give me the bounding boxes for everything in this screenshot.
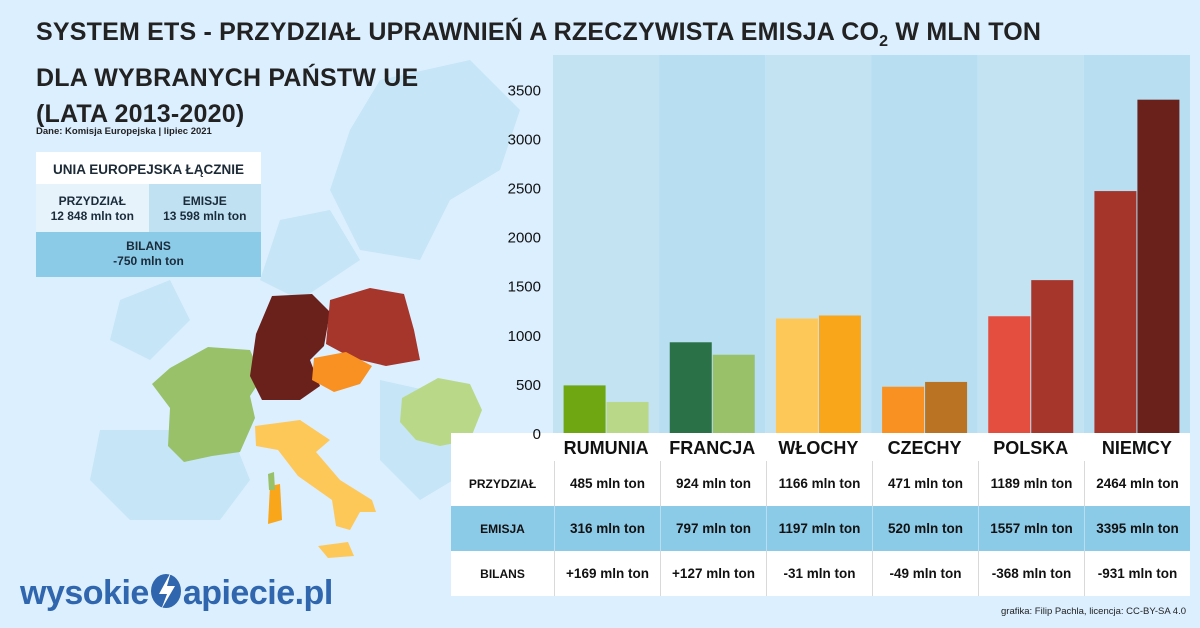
table-cell: 2464 mln ton (1084, 461, 1190, 506)
row-label-balance: BILANS (480, 566, 525, 581)
table-cell: +169 mln ton (554, 551, 660, 596)
row-label-emissions: EMISJA (480, 521, 525, 536)
eu-summary-row: PRZYDZIAŁ 12 848 mln ton EMISJE 13 598 m… (36, 184, 261, 232)
table-cell: 1166 mln ton (766, 461, 872, 506)
y-tick-label: 2000 (508, 230, 541, 247)
eu-emissions-label: EMISJE (182, 194, 227, 208)
column-background (553, 55, 660, 433)
table-cell: 3395 mln ton (1084, 506, 1190, 551)
y-tick-label: 500 (516, 377, 541, 394)
y-tick-label: 1500 (508, 279, 541, 296)
row-label-allocation: PRZYDZIAŁ (468, 476, 537, 491)
map-czechia (312, 352, 372, 392)
page-title: SYSTEM ETS - PRZYDZIAŁ UPRAWNIEŃ A RZECZ… (36, 14, 1041, 132)
bar-allocation (775, 318, 818, 433)
logo-text-1: wysokie (20, 574, 149, 612)
bar-emissions (925, 381, 968, 433)
table-cell: -31 mln ton (766, 551, 872, 596)
category-label: CZECHY (888, 438, 962, 458)
map-germany (250, 294, 330, 400)
data-source: Dane: Komisja Europejska | lipiec 2021 (36, 126, 212, 137)
table-row-allocation: PRZYDZIAŁ 485 mln ton 924 mln ton 1166 m… (451, 461, 1190, 506)
y-tick-label: 2500 (508, 181, 541, 198)
table-row-emissions: EMISJA 316 mln ton 797 mln ton 1197 mln … (451, 506, 1190, 551)
table-cell: 924 mln ton (660, 461, 766, 506)
data-table: PRZYDZIAŁ 485 mln ton 924 mln ton 1166 m… (451, 461, 1190, 596)
bar-emissions (606, 401, 649, 433)
category-label: RUMUNIA (564, 438, 649, 458)
bar-emissions (1031, 280, 1074, 433)
y-tick-label: 1000 (508, 328, 541, 345)
eu-allocation-label: PRZYDZIAŁ (58, 194, 126, 208)
table-cell: 1557 mln ton (978, 506, 1084, 551)
table-cell: 471 mln ton (872, 461, 978, 506)
title-line-1: SYSTEM ETS - PRZYDZIAŁ UPRAWNIEŃ A RZECZ… (36, 18, 1042, 50)
co2-subscript: 2 (879, 33, 889, 50)
credit-line: grafika: Filip Pachla, licencja: CC-BY-S… (1001, 606, 1186, 617)
table-cell: 316 mln ton (554, 506, 660, 551)
bar-allocation (988, 316, 1031, 433)
lightning-bolt-icon (149, 570, 183, 612)
title-line-3: (LATA 2013-2020) (36, 100, 245, 128)
title-line-2: DLA WYBRANYCH PAŃSTW UE (36, 64, 419, 92)
bar-emissions (712, 354, 755, 433)
table-cell: 485 mln ton (554, 461, 660, 506)
map-romania (400, 378, 482, 446)
brand-logo[interactable]: wysokie apiecie.pl (20, 562, 333, 613)
category-label: FRANCJA (669, 438, 755, 458)
eu-allocation-cell: PRZYDZIAŁ 12 848 mln ton (36, 184, 149, 232)
bar-allocation (1094, 191, 1137, 433)
category-label: WŁOCHY (778, 438, 858, 458)
table-cell: +127 mln ton (660, 551, 766, 596)
eu-balance-value: -750 mln ton (113, 254, 184, 268)
bar-allocation (882, 386, 925, 433)
eu-emissions-cell: EMISJE 13 598 mln ton (148, 184, 261, 232)
table-row-balance: BILANS +169 mln ton +127 mln ton -31 mln… (451, 551, 1190, 596)
bar-emissions (1137, 99, 1180, 433)
bar-allocation (563, 385, 606, 433)
map-france (152, 347, 262, 462)
table-cell: -368 mln ton (978, 551, 1084, 596)
y-tick-label: 0 (533, 426, 541, 443)
eu-emissions-value: 13 598 mln ton (163, 209, 247, 223)
table-cell: -49 mln ton (872, 551, 978, 596)
bar-allocation (669, 342, 712, 433)
eu-balance-label: BILANS (126, 239, 171, 253)
y-tick-label: 3000 (508, 131, 541, 148)
eu-balance-cell: BILANS -750 mln ton (36, 232, 261, 277)
table-cell: -931 mln ton (1084, 551, 1190, 596)
eu-summary-heading: UNIA EUROPEJSKA ŁĄCZNIE (52, 162, 245, 177)
eu-summary-box: UNIA EUROPEJSKA ŁĄCZNIE PRZYDZIAŁ 12 848… (36, 152, 261, 277)
table-cell: 1197 mln ton (766, 506, 872, 551)
table-cell: 797 mln ton (660, 506, 766, 551)
category-strip (451, 433, 1190, 461)
category-label: NIEMCY (1102, 438, 1172, 458)
y-tick-label: 3500 (508, 82, 541, 99)
map-poland (326, 288, 420, 366)
table-cell: 520 mln ton (872, 506, 978, 551)
map-italy (255, 420, 376, 530)
logo-text-2: apiecie.pl (182, 574, 333, 612)
table-cell: 1189 mln ton (978, 461, 1084, 506)
column-background (871, 55, 978, 433)
category-label: POLSKA (993, 438, 1068, 458)
eu-allocation-value: 12 848 mln ton (50, 209, 134, 223)
bar-emissions (818, 315, 861, 433)
